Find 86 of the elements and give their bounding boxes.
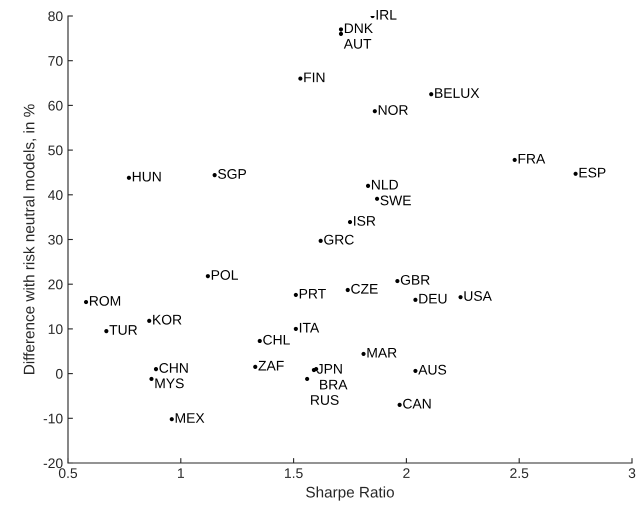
series-label: ZAF bbox=[258, 360, 284, 370]
y-tick-label: 20 bbox=[48, 280, 63, 290]
y-axis-title: Difference with risk neutral models, in % bbox=[23, 104, 36, 374]
series-label: AUT bbox=[344, 39, 372, 49]
series-label: JPN bbox=[316, 364, 342, 374]
point bbox=[346, 288, 350, 292]
y-tick-label: 10 bbox=[48, 324, 63, 334]
series-label: POL bbox=[212, 270, 238, 280]
point bbox=[149, 376, 154, 382]
series-label: CZE bbox=[351, 284, 378, 294]
series-label: MYS bbox=[155, 378, 184, 388]
point bbox=[398, 402, 402, 407]
series-label: CHN bbox=[159, 363, 188, 373]
point bbox=[413, 298, 418, 302]
x-tick-label: 1.5 bbox=[285, 468, 303, 478]
point bbox=[374, 196, 380, 201]
series-label: FIN bbox=[304, 72, 324, 82]
y-tick-label: 60 bbox=[48, 100, 63, 111]
point bbox=[318, 238, 323, 243]
series-label: CHL bbox=[263, 334, 290, 345]
series-label: AUS bbox=[418, 364, 446, 375]
y-tick-label: 30 bbox=[48, 234, 63, 245]
point bbox=[574, 172, 578, 176]
point bbox=[126, 176, 131, 180]
point bbox=[413, 368, 418, 373]
series-label: MAR bbox=[367, 348, 397, 358]
point bbox=[458, 295, 463, 300]
point bbox=[361, 352, 366, 356]
series-label: USA bbox=[464, 291, 492, 301]
point bbox=[338, 27, 344, 32]
point bbox=[512, 158, 517, 162]
point bbox=[258, 338, 262, 344]
x-tick-label: 2.5 bbox=[510, 468, 528, 478]
point bbox=[253, 364, 258, 369]
x-tick-label: 1 bbox=[178, 468, 184, 478]
series-label: DNK bbox=[344, 23, 373, 33]
series-label: MEX bbox=[176, 413, 204, 423]
series-label: DEU bbox=[419, 294, 446, 304]
series-label: TUR bbox=[109, 325, 138, 335]
series-label: SWE bbox=[380, 195, 411, 206]
point bbox=[338, 32, 344, 36]
y-tick-label: 80 bbox=[48, 11, 63, 22]
series-label: NOR bbox=[378, 105, 408, 115]
point bbox=[212, 173, 217, 178]
series-label: KOR bbox=[153, 314, 182, 325]
series-label: FRA bbox=[518, 154, 546, 164]
series-label: ITA bbox=[300, 322, 320, 332]
point bbox=[104, 329, 108, 334]
point bbox=[372, 109, 377, 114]
y-tick-label: 50 bbox=[48, 145, 63, 156]
x-tick-label: 2 bbox=[403, 468, 410, 478]
point bbox=[206, 274, 210, 278]
series-label: GRC bbox=[324, 234, 354, 245]
series-label: NLD bbox=[372, 180, 398, 190]
series-label: RUS bbox=[311, 395, 339, 405]
series-label: PRT bbox=[300, 288, 326, 299]
series-label: BELUX bbox=[435, 88, 480, 98]
series-label: ESP bbox=[580, 168, 606, 178]
point bbox=[147, 318, 152, 323]
x-tick-label: 3 bbox=[628, 468, 636, 478]
point bbox=[294, 292, 298, 298]
y-tick-label: 70 bbox=[48, 56, 63, 66]
point bbox=[395, 278, 400, 284]
series-label: ROM bbox=[90, 296, 120, 306]
y-tick-label: -10 bbox=[44, 414, 63, 424]
series-label: HUN bbox=[132, 172, 161, 182]
series-label: IRL bbox=[376, 10, 396, 20]
series-label: CAN bbox=[403, 398, 431, 409]
y-tick-label: -20 bbox=[44, 458, 63, 468]
series-label: GBR bbox=[400, 274, 430, 285]
x-axis-title: Sharpe Ratio bbox=[306, 486, 394, 501]
point bbox=[429, 92, 434, 96]
y-tick-label: 0 bbox=[56, 368, 63, 379]
point bbox=[294, 326, 298, 331]
x-tick-label: 0.5 bbox=[58, 468, 78, 478]
point bbox=[170, 417, 174, 422]
series-label: ISR bbox=[354, 216, 376, 226]
point bbox=[305, 376, 310, 382]
point bbox=[298, 76, 302, 81]
series-label: SGP bbox=[218, 169, 246, 179]
series-label: BRA bbox=[320, 380, 348, 390]
y-tick-label: 40 bbox=[48, 190, 63, 200]
point bbox=[84, 300, 88, 304]
point bbox=[348, 220, 352, 224]
point bbox=[366, 184, 370, 188]
point bbox=[154, 367, 158, 372]
